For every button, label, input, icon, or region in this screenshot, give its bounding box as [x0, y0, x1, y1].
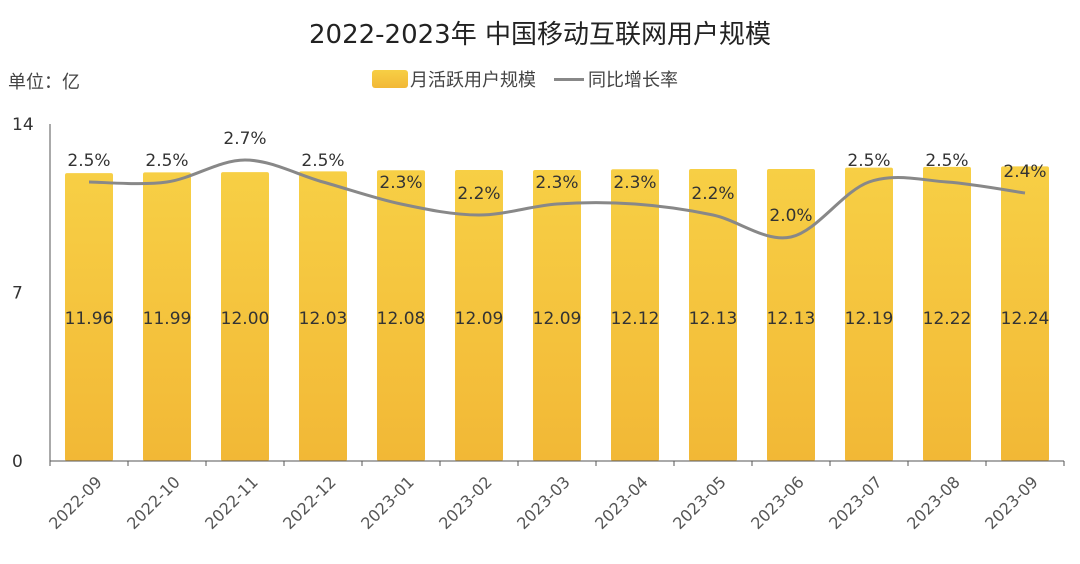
labels-layer: 2.5% 2.5% 2.7% 2.5% 2.3% 2.2% 2.3% 2.3% 2.2% 2.0%…	[65, 129, 1050, 329]
legend-line-swatch	[554, 77, 584, 81]
legend-bar-label: 月活跃用户规模	[410, 70, 536, 91]
pct-label-2022-09: 2.5%	[67, 151, 110, 171]
pct-label-2023-02: 2.2%	[457, 184, 500, 204]
x-tick-label-2022-09: 2022-09	[45, 472, 106, 533]
line-layer	[88, 158, 1026, 240]
x-tick-label-2023-06: 2023-06	[747, 472, 808, 533]
x-tick-label-2023-09: 2023-09	[981, 472, 1042, 533]
value-label-2023-02: 12.09	[455, 309, 504, 329]
unit-label: 单位：亿	[8, 72, 80, 93]
bar-2023-02	[455, 169, 503, 461]
x-tick-label-2022-11: 2022-11	[201, 472, 262, 533]
x-tick-label-2023-02: 2023-02	[435, 472, 496, 533]
pct-label-2023-06: 2.0%	[769, 206, 812, 226]
pct-label-2023-04: 2.3%	[613, 173, 656, 193]
pct-label-2023-01: 2.3%	[379, 173, 422, 193]
value-label-2023-05: 12.13	[689, 309, 738, 329]
legend-bar-swatch	[372, 70, 408, 88]
pct-label-2023-07: 2.5%	[847, 151, 890, 171]
x-tick-label-2023-05: 2023-05	[669, 472, 730, 533]
value-label-2023-07: 12.19	[845, 309, 894, 329]
value-label-2022-12: 12.03	[299, 309, 348, 329]
chart-title: 2022-2023年 中国移动互联网用户规模	[309, 20, 771, 50]
x-tick-label-2023-07: 2023-07	[825, 472, 886, 533]
value-label-2023-04: 12.12	[611, 309, 660, 329]
pct-label-2023-08: 2.5%	[925, 151, 968, 171]
bar-2022-12	[299, 171, 347, 461]
bar-2022-09	[65, 173, 113, 461]
pct-label-2022-12: 2.5%	[301, 151, 344, 171]
y-tick-7: 7	[12, 284, 23, 304]
legend-item-bar[interactable]: 月活跃用户规模	[372, 66, 536, 92]
legend: 月活跃用户规模 同比增长率	[372, 66, 696, 92]
pct-label-2023-05: 2.2%	[691, 184, 734, 204]
bar-2022-11	[221, 172, 269, 461]
pct-label-2023-09: 2.4%	[1003, 162, 1046, 182]
legend-line-label: 同比增长率	[588, 70, 678, 91]
x-tick-label-2022-12: 2022-12	[279, 472, 340, 533]
x-tick-label-2023-03: 2023-03	[513, 472, 574, 533]
legend-item-line[interactable]: 同比增长率	[554, 66, 678, 92]
bar-2023-04	[611, 169, 659, 462]
pct-label-2022-11: 2.7%	[223, 129, 266, 149]
x-tick-label-2023-01: 2023-01	[357, 472, 418, 533]
value-label-2023-09: 12.24	[1001, 309, 1050, 329]
y-tick-14: 14	[12, 115, 34, 135]
value-label-2023-06: 12.13	[767, 309, 816, 329]
bar-2023-01	[377, 170, 425, 461]
pct-label-2023-03: 2.3%	[535, 173, 578, 193]
growth-rate-line	[88, 158, 1026, 240]
bar-2023-07	[845, 167, 893, 462]
bar-2022-10	[143, 172, 191, 461]
value-label-2022-11: 12.00	[221, 309, 270, 329]
pct-label-2022-10: 2.5%	[145, 151, 188, 171]
x-tick-label-2023-04: 2023-04	[591, 472, 652, 533]
bar-2023-05	[689, 169, 737, 462]
value-label-2023-01: 12.08	[377, 309, 426, 329]
x-tick-label-2022-10: 2022-10	[123, 472, 184, 533]
value-label-2023-08: 12.22	[923, 309, 972, 329]
y-tick-0: 0	[12, 452, 23, 472]
bar-2023-06	[767, 169, 815, 462]
bar-2023-03	[533, 169, 581, 461]
value-label-2022-09: 11.96	[65, 309, 114, 329]
bars-layer	[65, 166, 1049, 462]
bar-2023-09	[1001, 166, 1049, 461]
bar-2023-08	[923, 166, 971, 461]
value-label-2023-03: 12.09	[533, 309, 582, 329]
x-tick-label-2023-08: 2023-08	[903, 472, 964, 533]
value-label-2022-10: 11.99	[143, 309, 192, 329]
